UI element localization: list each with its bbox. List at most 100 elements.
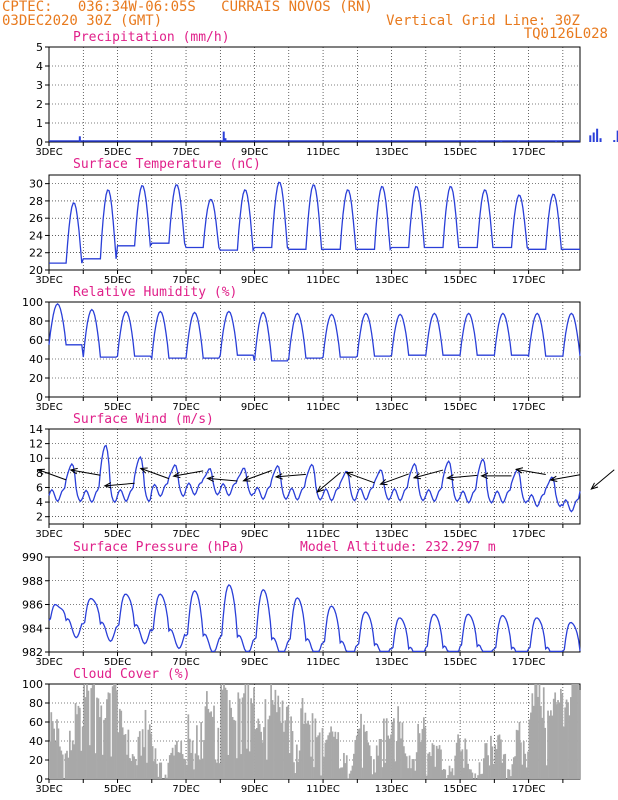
- x-tick-label: 15DEC: [443, 402, 477, 413]
- cloud-bar: [255, 727, 258, 779]
- cloud-bar: [143, 747, 145, 779]
- cloud-bar: [291, 731, 294, 779]
- cloud-bar: [133, 756, 135, 779]
- cloud-bar: [93, 684, 95, 779]
- cloud-bar: [385, 718, 388, 779]
- cloud-bar: [54, 741, 57, 779]
- cloud-bar: [415, 752, 418, 779]
- cloud-bar: [264, 699, 267, 779]
- series-line: [48, 444, 581, 513]
- y-tick-label: 20: [29, 372, 43, 385]
- cloud-bar: [78, 707, 81, 779]
- cloud-bar: [181, 754, 184, 779]
- cloud-bar: [167, 762, 170, 779]
- cloud-bar: [254, 729, 257, 779]
- cloud-bar: [137, 736, 140, 779]
- cloud-bar: [422, 717, 425, 779]
- x-tick-label: 7DEC: [172, 657, 199, 668]
- cloud-bar: [411, 759, 414, 779]
- cloud-bar: [247, 684, 250, 779]
- plot-frame: [48, 174, 581, 271]
- cloud-bar: [410, 768, 412, 779]
- cloud-bar: [110, 756, 113, 779]
- cloud-bar: [572, 684, 575, 779]
- cloud-bar: [438, 745, 441, 779]
- wind-arrow: [140, 467, 170, 480]
- cloud-bar: [223, 684, 225, 779]
- wind-arrow-head: [514, 467, 524, 474]
- cloud-bar: [231, 716, 234, 779]
- x-tick-label: 7DEC: [172, 402, 199, 413]
- cloud-bar: [87, 690, 90, 779]
- wind-arrow-head: [446, 474, 455, 481]
- cloud-bar: [568, 715, 571, 779]
- cloud-bar: [400, 738, 402, 779]
- cloud-bar: [80, 750, 83, 779]
- cloud-bar: [524, 753, 527, 779]
- cloud-bar: [495, 749, 498, 779]
- cloud-bar: [94, 753, 97, 779]
- cloud-bar: [574, 684, 577, 779]
- cloud-bar: [575, 684, 578, 779]
- cloud-bar: [180, 740, 183, 779]
- wind-arrow-head: [274, 473, 283, 480]
- cloud-bar: [485, 743, 488, 779]
- cloud-bar: [74, 703, 77, 779]
- cloud-bar: [151, 746, 154, 779]
- x-tick-label: 13DEC: [375, 147, 409, 158]
- cloud-bar: [497, 735, 499, 779]
- cloud-bar: [117, 732, 120, 779]
- y-tick-label: 6: [36, 481, 43, 494]
- cloud-bar: [305, 723, 308, 779]
- wind-arrow-head: [139, 467, 148, 474]
- x-tick-label: 13DEC: [375, 657, 409, 668]
- cloud-bar: [88, 745, 91, 779]
- cloud-bar: [304, 712, 307, 779]
- cloud-bar: [177, 752, 180, 779]
- cloud-bar: [527, 751, 529, 779]
- cloud-bar: [467, 763, 469, 779]
- cloud-bar: [424, 727, 427, 779]
- y-tick-label: 20: [29, 754, 43, 767]
- cloud-bar: [265, 759, 268, 779]
- wind-arrow-head: [379, 479, 388, 486]
- cloud-bar: [233, 719, 235, 779]
- cloud-bar: [462, 767, 465, 779]
- cloud-bar: [81, 726, 84, 779]
- x-tick-label: 15DEC: [443, 784, 477, 795]
- cloud-bar: [248, 751, 251, 779]
- cloud-bar: [230, 707, 233, 779]
- cloud-bar: [478, 762, 481, 779]
- cloud-bar: [521, 764, 524, 779]
- cloud-bar: [310, 756, 312, 779]
- cloud-bar: [535, 684, 538, 779]
- cloud-bar: [578, 689, 581, 779]
- panel-title: Surface Temperature (nC): [73, 157, 261, 172]
- cloud-bar: [431, 743, 434, 779]
- precip-bar: [561, 140, 564, 142]
- cloud-bar: [455, 742, 458, 779]
- x-tick-label: 13DEC: [375, 402, 409, 413]
- cloud-bar: [166, 777, 168, 779]
- cloud-bar: [391, 721, 394, 779]
- y-tick-label: 24: [29, 229, 43, 242]
- cloud-bar: [98, 717, 101, 779]
- cloud-bar: [452, 775, 455, 779]
- x-tick-label: 3DEC: [35, 784, 62, 795]
- cloud-bar: [226, 689, 228, 779]
- wind-arrow: [590, 469, 615, 490]
- cloud-bar: [281, 700, 284, 779]
- cloud-bar: [301, 698, 304, 779]
- cloud-bar: [482, 758, 485, 779]
- cloud-bar: [56, 719, 58, 779]
- cloud-bar: [414, 770, 417, 779]
- cloud-bar: [567, 702, 569, 779]
- precip-bar: [224, 138, 227, 142]
- cloud-bar: [541, 717, 544, 779]
- cloud-bar: [238, 698, 241, 779]
- cloud-bar: [344, 763, 347, 779]
- cloud-bar: [237, 692, 240, 779]
- x-tick-label: 5DEC: [104, 529, 131, 540]
- cloud-bar: [354, 739, 357, 779]
- x-tick-label: 13DEC: [375, 784, 409, 795]
